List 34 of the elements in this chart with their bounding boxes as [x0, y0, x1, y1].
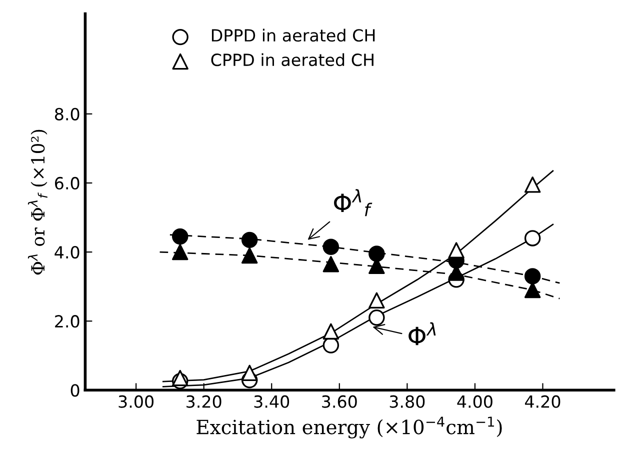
- y-tick-label: 0: [70, 384, 80, 397]
- y-axis-title: Φ$^{λ}$ or Φ$^{λ}$$_{f}$ (×10²): [28, 130, 48, 275]
- x-tick-label: 4.00: [457, 395, 492, 408]
- point: [524, 176, 541, 193]
- point: [322, 256, 340, 272]
- x-tick-label: 3.40: [254, 395, 290, 408]
- x-tick-label: 3.00: [118, 395, 154, 408]
- x-tick-label: 3.60: [322, 395, 357, 408]
- x-axis-title: Excitation energy (×10$^{−4}$cm$^{−1}$): [196, 416, 502, 438]
- point: [241, 247, 258, 264]
- annotation: Φ$^{λ}$$_{f}$: [334, 189, 372, 216]
- point: [368, 292, 385, 308]
- point: [322, 323, 340, 340]
- y-tick-label: 2.0: [55, 315, 80, 328]
- point: [368, 310, 385, 326]
- x-tick-label: 3.80: [390, 395, 425, 408]
- point: [524, 268, 541, 284]
- point: [524, 230, 541, 246]
- annotation: Φ$^{λ}$: [408, 322, 436, 346]
- point: [322, 238, 340, 255]
- point: [241, 364, 258, 382]
- point: [172, 370, 188, 386]
- point: [448, 242, 464, 258]
- point: [368, 246, 385, 262]
- x-tick-label: 4.20: [525, 395, 560, 408]
- legend-label: DPPD in aerated CH: [212, 28, 375, 42]
- legend-label: CPPD in aerated CH: [211, 53, 374, 66]
- y-tick-label: 8.0: [54, 108, 80, 120]
- point: [172, 228, 188, 245]
- y-tick-label: 6.0: [55, 176, 80, 190]
- point: [241, 232, 258, 248]
- point: [172, 244, 188, 260]
- y-tick-label: 4.0: [54, 246, 80, 259]
- x-tick-label: 3.20: [186, 395, 222, 408]
